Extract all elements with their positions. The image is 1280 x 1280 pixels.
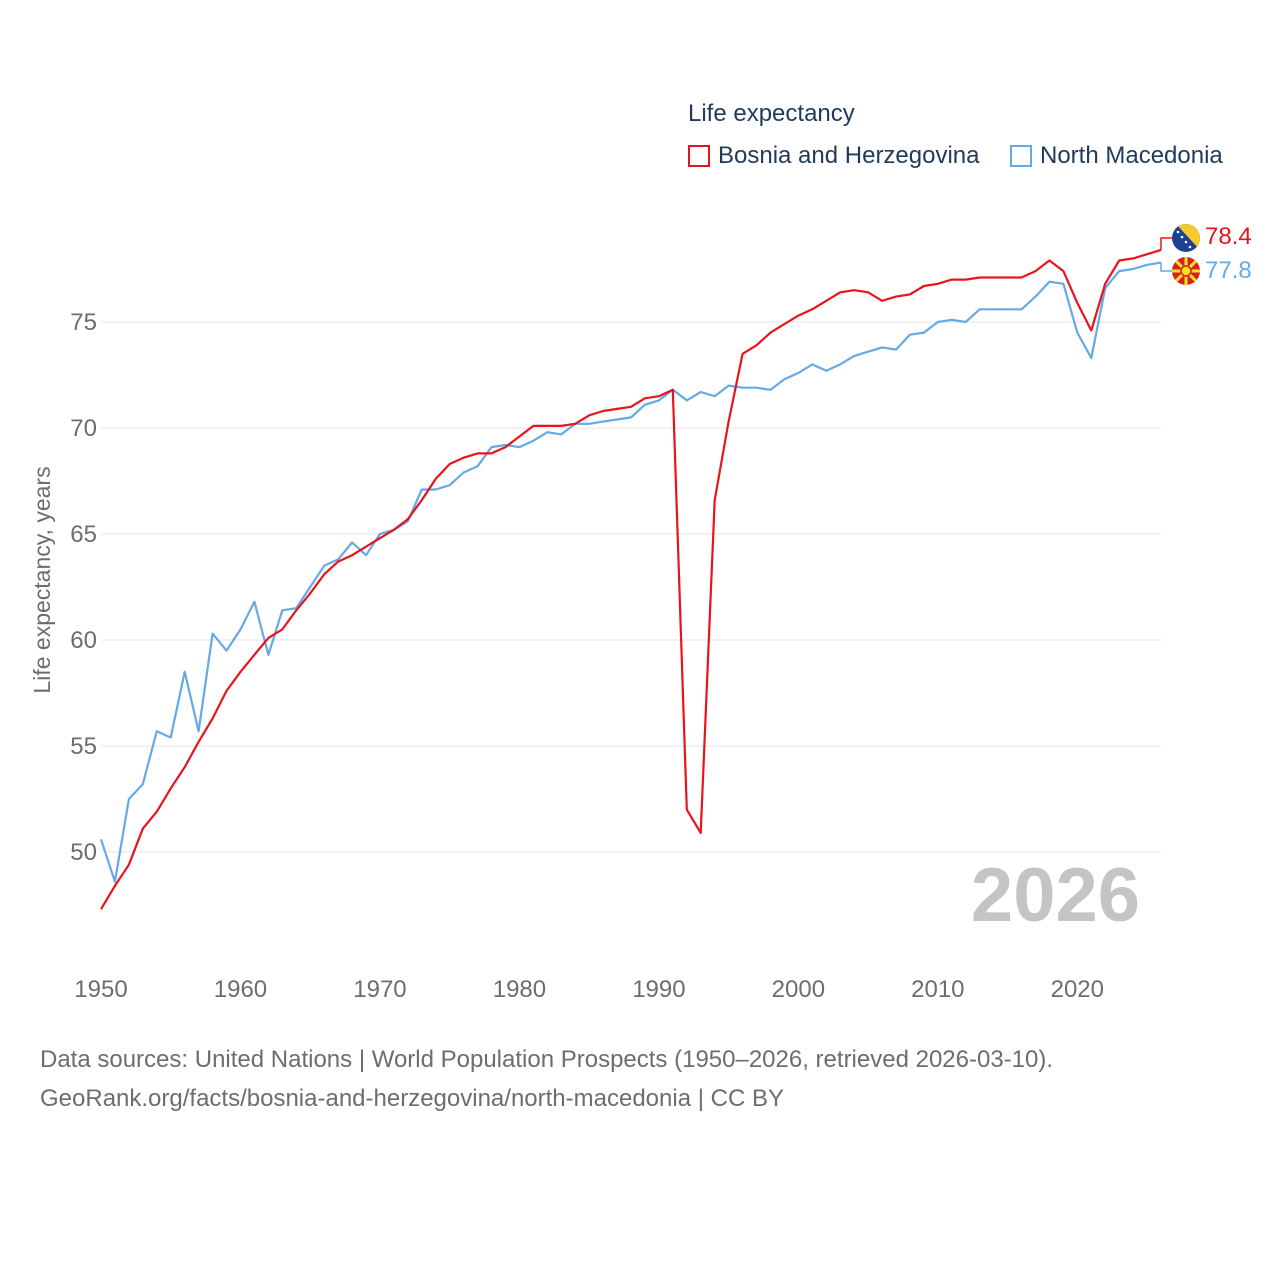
y-tick-label: 65 xyxy=(70,521,97,548)
y-tick-label: 70 xyxy=(70,415,97,442)
series-lines xyxy=(99,248,1162,910)
line-chart: 50 55 60 65 70 75 1950 1960 1970 1980 1990 2000 201… xyxy=(29,223,1252,1003)
end-connector-north-macedonia xyxy=(1160,262,1172,272)
x-tick-label: 2010 xyxy=(911,976,964,1003)
footer-sources: Data sources: United Nations | World Pop… xyxy=(40,1046,1054,1073)
end-label-north-macedonia: 77.8 xyxy=(1205,257,1252,284)
series-line-north-macedonia[interactable] xyxy=(99,261,1162,883)
x-tick-label: 2000 xyxy=(772,976,825,1003)
x-tick-label: 1980 xyxy=(493,976,546,1003)
end-connector-bosnia xyxy=(1160,237,1172,250)
y-tick-label: 55 xyxy=(70,733,97,760)
end-markers: 78.4 77.8 xyxy=(1160,223,1252,285)
x-tick-label: 1990 xyxy=(632,976,685,1003)
series-line-bosnia[interactable] xyxy=(100,248,1162,910)
y-tick-label: 50 xyxy=(70,839,97,866)
legend-label-north-macedonia: North Macedonia xyxy=(1040,142,1223,169)
x-tick-label: 1960 xyxy=(214,976,267,1003)
bosnia-flag-icon xyxy=(1172,224,1200,252)
legend-label-bosnia: Bosnia and Herzegovina xyxy=(718,142,980,169)
north-macedonia-flag-icon xyxy=(1172,257,1200,285)
legend-item-north-macedonia[interactable]: North Macedonia xyxy=(1010,142,1223,170)
grid-lines xyxy=(101,321,1161,853)
legend-swatch-bosnia xyxy=(688,145,710,167)
y-tick-label: 75 xyxy=(70,309,97,336)
legend-swatch-north-macedonia xyxy=(1010,145,1032,167)
year-watermark: 2026 xyxy=(970,853,1140,938)
legend-item-bosnia[interactable]: Bosnia and Herzegovina xyxy=(688,142,980,170)
x-tick-label: 1970 xyxy=(353,976,406,1003)
end-label-bosnia: 78.4 xyxy=(1205,223,1252,250)
y-axis-label: Life expectancy, years xyxy=(29,466,55,693)
legend-title: Life expectancy xyxy=(688,100,855,127)
footer-link[interactable]: GeoRank.org/facts/bosnia-and-herzegovina… xyxy=(40,1085,784,1112)
x-tick-label: 2020 xyxy=(1051,976,1104,1003)
y-axis-ticks: 50 55 60 65 70 75 xyxy=(70,309,97,866)
y-tick-label: 60 xyxy=(70,627,97,654)
x-axis-ticks: 1950 1960 1970 1980 1990 2000 2010 2020 xyxy=(74,976,1104,1003)
x-tick-label: 1950 xyxy=(74,976,127,1003)
